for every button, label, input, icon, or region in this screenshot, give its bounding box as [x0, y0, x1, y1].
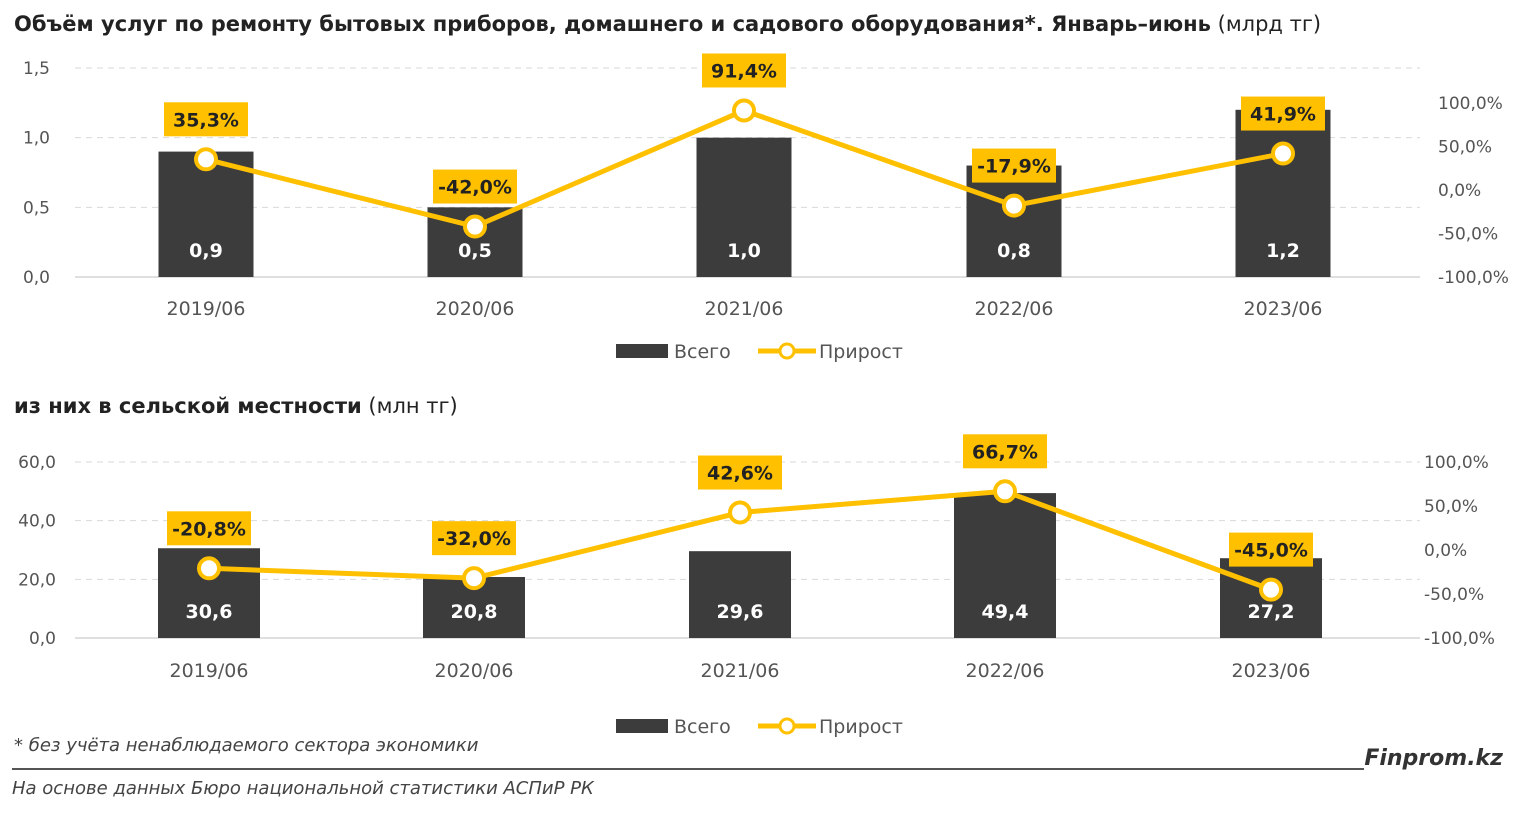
growth-label-box — [702, 53, 786, 88]
bar-label: 1,2 — [1266, 240, 1300, 262]
growth-label-box — [698, 455, 782, 490]
growth-label: -17,9% — [977, 156, 1051, 178]
growth-point — [463, 214, 487, 239]
x-tick-label: 2022/06 — [966, 660, 1045, 682]
growth-label: -45,0% — [1234, 540, 1308, 562]
bar — [689, 551, 791, 638]
legend-bar-label: Всего — [674, 716, 731, 738]
growth-point — [197, 556, 221, 581]
bar-label: 49,4 — [982, 601, 1029, 623]
x-tick-label: 2020/06 — [436, 298, 515, 320]
y-tick-label: 20,0 — [18, 570, 56, 590]
growth-point — [462, 566, 486, 591]
bar — [696, 137, 792, 277]
bar — [158, 151, 254, 277]
x-tick-label: 2022/06 — [975, 298, 1054, 320]
legend-line-label: Прирост — [819, 716, 903, 738]
growth-label-box — [167, 511, 251, 546]
legend-bar-swatch — [616, 344, 668, 358]
legend-line-marker — [778, 342, 796, 360]
footnote: * без учёта ненаблюдаемого сектора эконо… — [14, 735, 479, 756]
growth-label: 91,4% — [711, 60, 777, 82]
y-tick-label: 40,0 — [18, 512, 56, 532]
growth-label-box — [1241, 96, 1325, 131]
growth-label-box — [432, 521, 516, 556]
y2-tick-label: 100,0% — [1424, 453, 1489, 473]
legend-line-label: Прирост — [819, 341, 903, 363]
growth-label: -20,8% — [172, 518, 246, 540]
growth-point — [1259, 577, 1283, 602]
growth-label: 42,6% — [707, 463, 773, 485]
growth-label: 35,3% — [173, 109, 239, 131]
growth-label-box — [164, 102, 248, 137]
growth-point — [1002, 193, 1026, 218]
logo: Finprom.kz — [1364, 746, 1503, 771]
y2-tick-label: 0,0% — [1438, 181, 1481, 201]
growth-label: 66,7% — [972, 441, 1038, 463]
bar — [954, 493, 1056, 638]
legend-bar-label: Всего — [674, 341, 731, 363]
legend-line-marker — [778, 717, 796, 735]
growth-label-box — [972, 148, 1056, 183]
growth-label-box — [433, 169, 517, 204]
bar-label: 29,6 — [717, 601, 764, 623]
growth-point — [728, 500, 752, 525]
growth-label-box — [963, 434, 1047, 469]
bar-label: 0,8 — [997, 240, 1031, 262]
y2-tick-label: 100,0% — [1438, 94, 1503, 114]
growth-label: 41,9% — [1250, 104, 1316, 126]
growth-label: -42,0% — [438, 177, 512, 199]
x-tick-label: 2019/06 — [167, 298, 246, 320]
y-tick-label: 1,0 — [23, 129, 50, 149]
y-tick-label: 0,5 — [23, 198, 50, 218]
y-tick-label: 0,0 — [23, 268, 50, 288]
growth-point — [1271, 141, 1295, 166]
bar-label: 30,6 — [186, 601, 233, 623]
y2-tick-label: -50,0% — [1424, 585, 1484, 605]
x-tick-label: 2023/06 — [1244, 298, 1323, 320]
source-note: На основе данных Бюро национальной стати… — [12, 778, 594, 799]
bar-label: 20,8 — [451, 601, 498, 623]
legend-bar-swatch — [616, 719, 668, 733]
x-tick-label: 2021/06 — [701, 660, 780, 682]
bar-label: 0,5 — [458, 240, 492, 262]
divider — [12, 768, 1364, 770]
y-tick-label: 1,5 — [23, 59, 50, 79]
x-tick-label: 2019/06 — [170, 660, 249, 682]
x-tick-label: 2020/06 — [435, 660, 514, 682]
bar-label: 27,2 — [1248, 601, 1295, 623]
bar — [1235, 109, 1331, 277]
y-tick-label: 0,0 — [29, 629, 56, 649]
growth-point — [194, 147, 218, 172]
y2-tick-label: -50,0% — [1438, 225, 1498, 245]
y2-tick-label: 50,0% — [1438, 138, 1492, 158]
y-tick-label: 60,0 — [18, 453, 56, 473]
y2-tick-label: -100,0% — [1424, 629, 1495, 649]
growth-label: -32,0% — [437, 528, 511, 550]
bar-label: 1,0 — [727, 240, 761, 262]
bar — [966, 165, 1062, 277]
y2-tick-label: 0,0% — [1424, 541, 1467, 561]
bar-label: 0,9 — [189, 240, 223, 262]
growth-point — [993, 479, 1017, 504]
y2-tick-label: 50,0% — [1424, 497, 1478, 517]
y2-tick-label: -100,0% — [1438, 268, 1509, 288]
growth-point — [732, 98, 756, 123]
growth-label-box — [1229, 532, 1313, 567]
x-tick-label: 2021/06 — [705, 298, 784, 320]
chart-1-title: Объём услуг по ремонту бытовых приборов,… — [14, 12, 1322, 36]
x-tick-label: 2023/06 — [1232, 660, 1311, 682]
chart-2-title: из них в сельской местности (млн тг) — [14, 394, 458, 418]
